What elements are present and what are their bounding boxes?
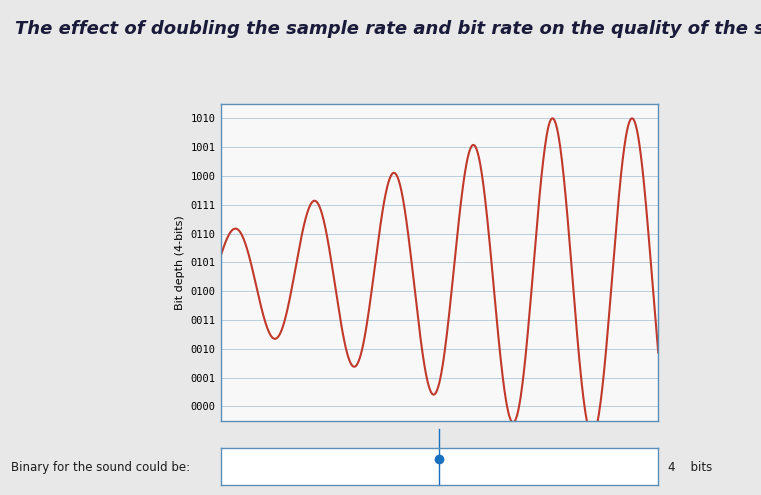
Text: Binary for the sound could be:: Binary for the sound could be: (11, 461, 190, 474)
Text: 4    bits: 4 bits (668, 461, 712, 474)
Y-axis label: Bit depth (4-bits): Bit depth (4-bits) (175, 215, 185, 310)
Text: The effect of doubling the sample rate and bit rate on the quality of the sound : The effect of doubling the sample rate a… (15, 20, 761, 38)
